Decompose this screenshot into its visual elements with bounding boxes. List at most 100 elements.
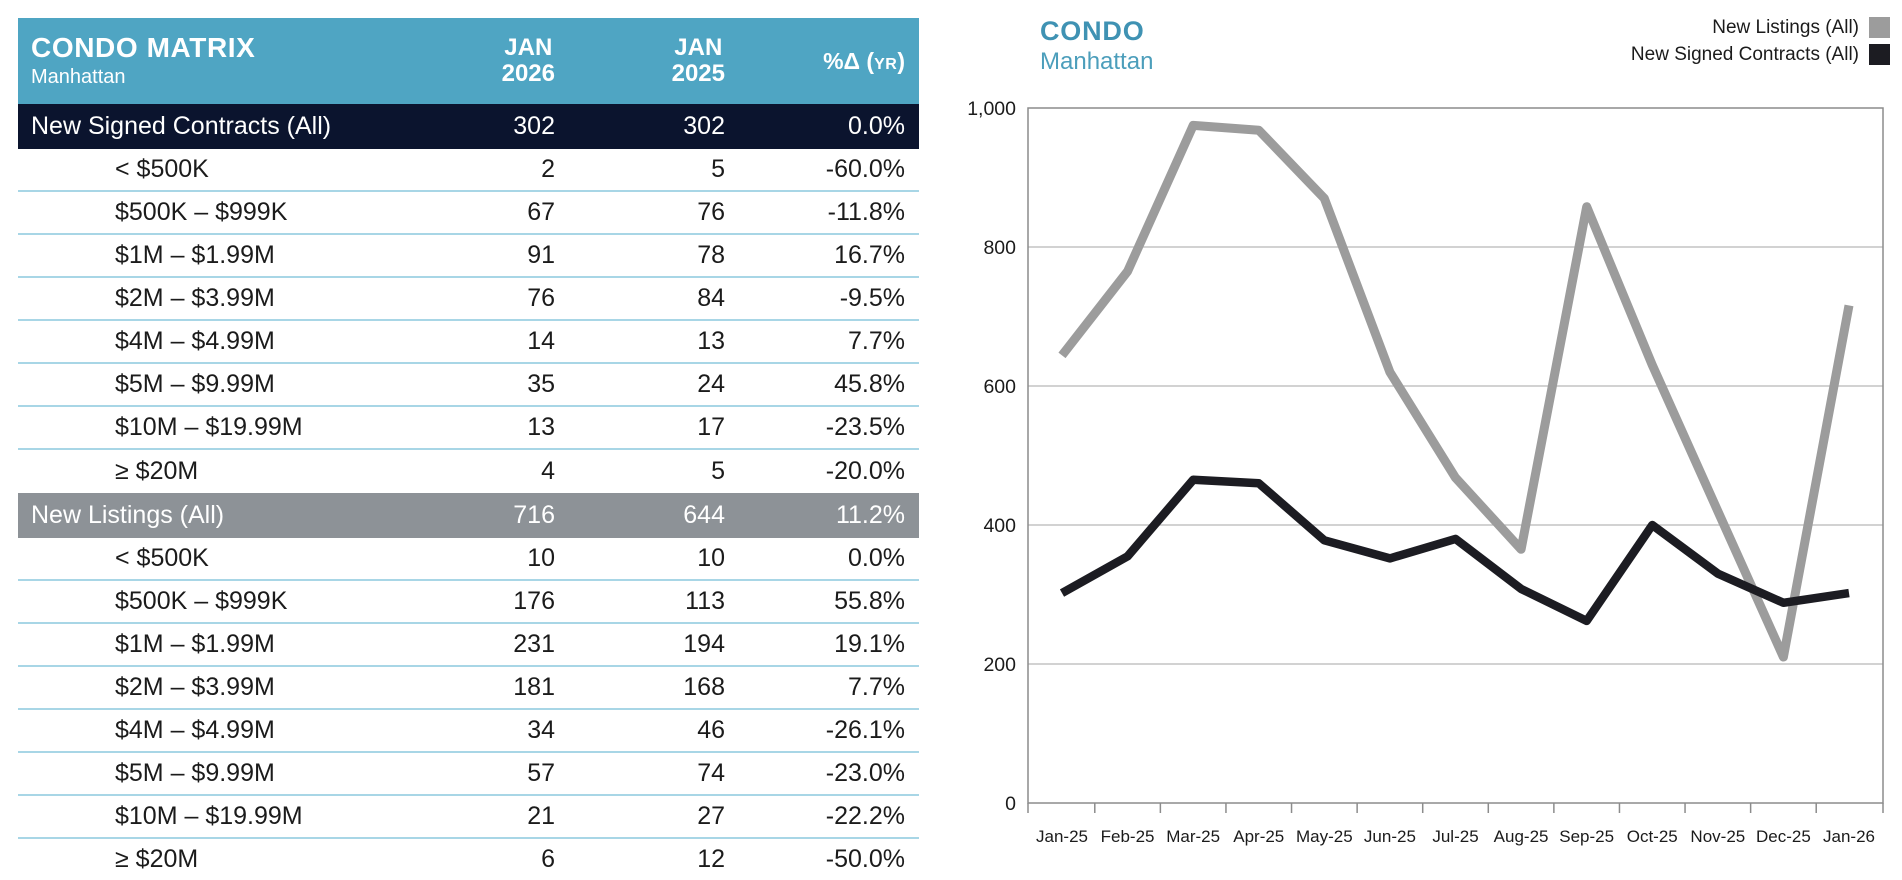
value-jan-2026: 91 <box>527 241 555 269</box>
value-jan-2026: 21 <box>527 802 555 830</box>
column-header-pct-change-yr: %Δ (yr) <box>823 47 905 74</box>
section-value-pct-change: 0.0% <box>848 112 905 140</box>
value-pct-change: 16.7% <box>834 241 905 269</box>
row-label: $1M – $1.99M <box>115 241 275 269</box>
condo-matrix-table: CONDO MATRIX Manhattan JAN 2026 JAN 2025… <box>18 18 919 880</box>
x-axis-label: Jul-25 <box>1432 827 1478 846</box>
section-value-jan-2025: 302 <box>683 112 725 140</box>
row-label: ≥ $20M <box>115 457 199 485</box>
section-value-pct-change: 11.2% <box>835 501 905 529</box>
section-value-jan-2025: 644 <box>683 501 725 529</box>
y-axis-label: 400 <box>983 515 1016 537</box>
column-header-jan-2025: JAN 2025 <box>671 34 725 87</box>
value-pct-change: 55.8% <box>834 587 905 615</box>
x-axis-label: May-25 <box>1296 827 1353 846</box>
value-jan-2026: 57 <box>527 759 555 787</box>
value-jan-2026: 181 <box>513 673 555 701</box>
y-axis-label: 200 <box>983 654 1016 676</box>
value-jan-2026: 14 <box>527 327 555 355</box>
y-axis-label: 0 <box>1005 793 1016 815</box>
legend-swatch <box>1869 17 1890 38</box>
row-label: $10M – $19.99M <box>115 413 303 441</box>
plot-border <box>1027 107 1884 804</box>
value-jan-2026: 10 <box>527 544 555 572</box>
table-header: CONDO MATRIX Manhattan JAN 2026 JAN 2025… <box>18 18 919 104</box>
value-pct-change: 19.1% <box>834 630 905 658</box>
value-jan-2026: 67 <box>527 198 555 226</box>
row-label: $500K – $999K <box>115 587 288 615</box>
value-jan-2025: 13 <box>697 327 725 355</box>
row-label: $500K – $999K <box>115 198 288 226</box>
value-jan-2026: 76 <box>527 284 555 312</box>
value-jan-2026: 231 <box>513 630 555 658</box>
value-jan-2025: 113 <box>685 587 725 615</box>
column-header-jan-2026: JAN 2026 <box>501 34 555 87</box>
value-pct-change: 45.8% <box>834 370 905 398</box>
table-row: $2M – $3.99M 181 168 7.7% <box>18 667 919 710</box>
value-pct-change: -23.0% <box>825 759 905 787</box>
y-axis-label: 600 <box>983 376 1016 398</box>
x-axis-label: Feb-25 <box>1101 827 1155 846</box>
value-jan-2026: 6 <box>541 845 555 873</box>
table-title-block: CONDO MATRIX Manhattan <box>18 33 411 88</box>
x-axis-label: Sep-25 <box>1559 827 1614 846</box>
row-label: < $500K <box>115 155 209 183</box>
legend-item: New Signed Contracts (All) <box>1631 41 1890 68</box>
section-row: New Signed Contracts (All) 302 302 0.0% <box>18 104 919 149</box>
y-axis-label: 1,000 <box>967 98 1016 120</box>
chart-legend: New Listings (All) New Signed Contracts (… <box>1631 14 1890 68</box>
legend-label: New Signed Contracts (All) <box>1630 43 1859 65</box>
section-row: New Listings (All) 716 644 11.2% <box>18 493 919 538</box>
row-label: $5M – $9.99M <box>115 759 275 787</box>
chart-title-block: CONDO Manhattan <box>1040 16 1153 76</box>
section-label: New Signed Contracts (All) <box>31 112 332 140</box>
legend-swatch <box>1869 44 1890 65</box>
table-row: $1M – $1.99M 91 78 16.7% <box>18 235 919 278</box>
row-label: $2M – $3.99M <box>115 673 275 701</box>
table-row: < $500K 10 10 0.0% <box>18 538 919 581</box>
table-subtitle: Manhattan <box>31 65 126 88</box>
table-row: $10M – $19.99M 13 17 -23.5% <box>18 407 919 450</box>
value-jan-2025: 27 <box>697 802 725 830</box>
table-row: ≥ $20M 4 5 -20.0% <box>18 450 919 493</box>
value-jan-2025: 168 <box>683 673 725 701</box>
value-jan-2025: 46 <box>697 716 725 744</box>
value-pct-change: -23.5% <box>825 413 905 441</box>
row-label: $4M – $4.99M <box>115 716 275 744</box>
table-body: New Signed Contracts (All) 302 302 0.0% < $5… <box>18 104 919 880</box>
value-jan-2025: 5 <box>711 457 725 485</box>
value-pct-change: -9.5% <box>839 284 905 312</box>
x-axis-label: Jan-25 <box>1036 827 1088 846</box>
new-signed-contracts-line <box>1059 475 1850 626</box>
value-jan-2026: 2 <box>541 155 555 183</box>
x-axis-label: Nov-25 <box>1690 827 1745 846</box>
table-row: $500K – $999K 67 76 -11.8% <box>18 192 919 235</box>
row-label: $10M – $19.99M <box>115 802 303 830</box>
condo-chart: CONDO Manhattan New Listings (All) New Si… <box>940 0 1902 880</box>
value-jan-2025: 78 <box>697 241 725 269</box>
value-pct-change: -22.2% <box>825 802 905 830</box>
value-jan-2025: 194 <box>683 630 725 658</box>
value-pct-change: -11.8% <box>827 198 905 226</box>
value-jan-2025: 12 <box>697 845 725 873</box>
value-jan-2026: 176 <box>513 587 555 615</box>
section-value-jan-2026: 716 <box>513 501 555 529</box>
table-row: $10M – $19.99M 21 27 -22.2% <box>18 796 919 839</box>
table-row: < $500K 2 5 -60.0% <box>18 149 919 192</box>
value-pct-change: 0.0% <box>848 544 905 572</box>
row-label: $2M – $3.99M <box>115 284 275 312</box>
line-chart-plot: 0 200 400 600 800 1,000 Jan-25 Feb-25 Mar-25 Apr-… <box>967 98 1884 846</box>
row-label: $5M – $9.99M <box>115 370 275 398</box>
value-pct-change: 7.7% <box>848 327 905 355</box>
value-jan-2025: 74 <box>697 759 725 787</box>
x-axis-label: Mar-25 <box>1166 827 1220 846</box>
table-row: $2M – $3.99M 76 84 -9.5% <box>18 278 919 321</box>
x-axis-label: Oct-25 <box>1627 827 1678 846</box>
row-label: < $500K <box>115 544 209 572</box>
value-pct-change: -26.1% <box>825 716 905 744</box>
table-row: $4M – $4.99M 34 46 -26.1% <box>18 710 919 753</box>
value-jan-2026: 4 <box>541 457 555 485</box>
table-row: $5M – $9.99M 57 74 -23.0% <box>18 753 919 796</box>
x-axis-label: Aug-25 <box>1494 827 1549 846</box>
